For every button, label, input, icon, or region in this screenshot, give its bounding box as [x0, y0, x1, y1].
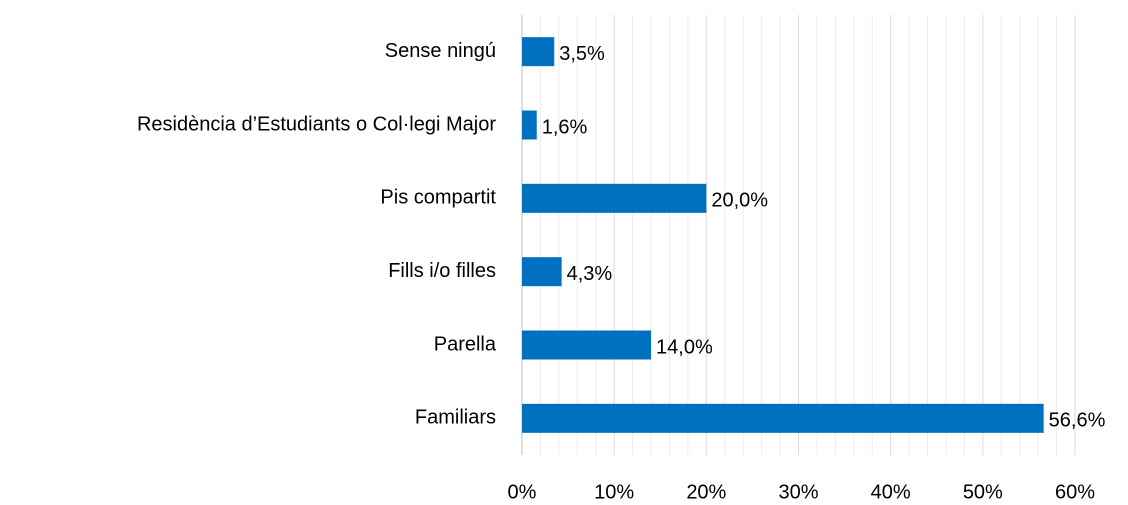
value-label: 1,6% [542, 116, 588, 138]
x-tick-label: 60% [1055, 481, 1095, 503]
bar [522, 110, 537, 140]
bar [522, 37, 555, 67]
y-tick-label: Sense ningú [385, 40, 496, 62]
x-tick-label: 10% [594, 481, 634, 503]
value-label: 4,3% [567, 263, 613, 285]
x-tick-label: 40% [871, 481, 911, 503]
value-label: 56,6% [1049, 410, 1106, 432]
value-label: 20,0% [711, 190, 768, 212]
y-tick-label: Pis compartit [380, 187, 496, 209]
y-tick-label: Residència d’Estudiants o Col·legi Major [137, 113, 496, 135]
bar [522, 257, 562, 287]
value-label: 3,5% [559, 43, 605, 65]
bar [522, 330, 652, 360]
y-tick-label: Familiars [415, 407, 496, 429]
x-tick-label: 50% [963, 481, 1003, 503]
x-tick-label: 20% [686, 481, 726, 503]
y-tick-label: Fills i/o filles [388, 260, 496, 282]
bar [522, 183, 707, 213]
y-tick-label: Parella [434, 333, 497, 355]
x-tick-label: 0% [508, 481, 537, 503]
bar [522, 403, 1044, 433]
value-label: 14,0% [656, 336, 713, 358]
x-tick-label: 30% [778, 481, 818, 503]
